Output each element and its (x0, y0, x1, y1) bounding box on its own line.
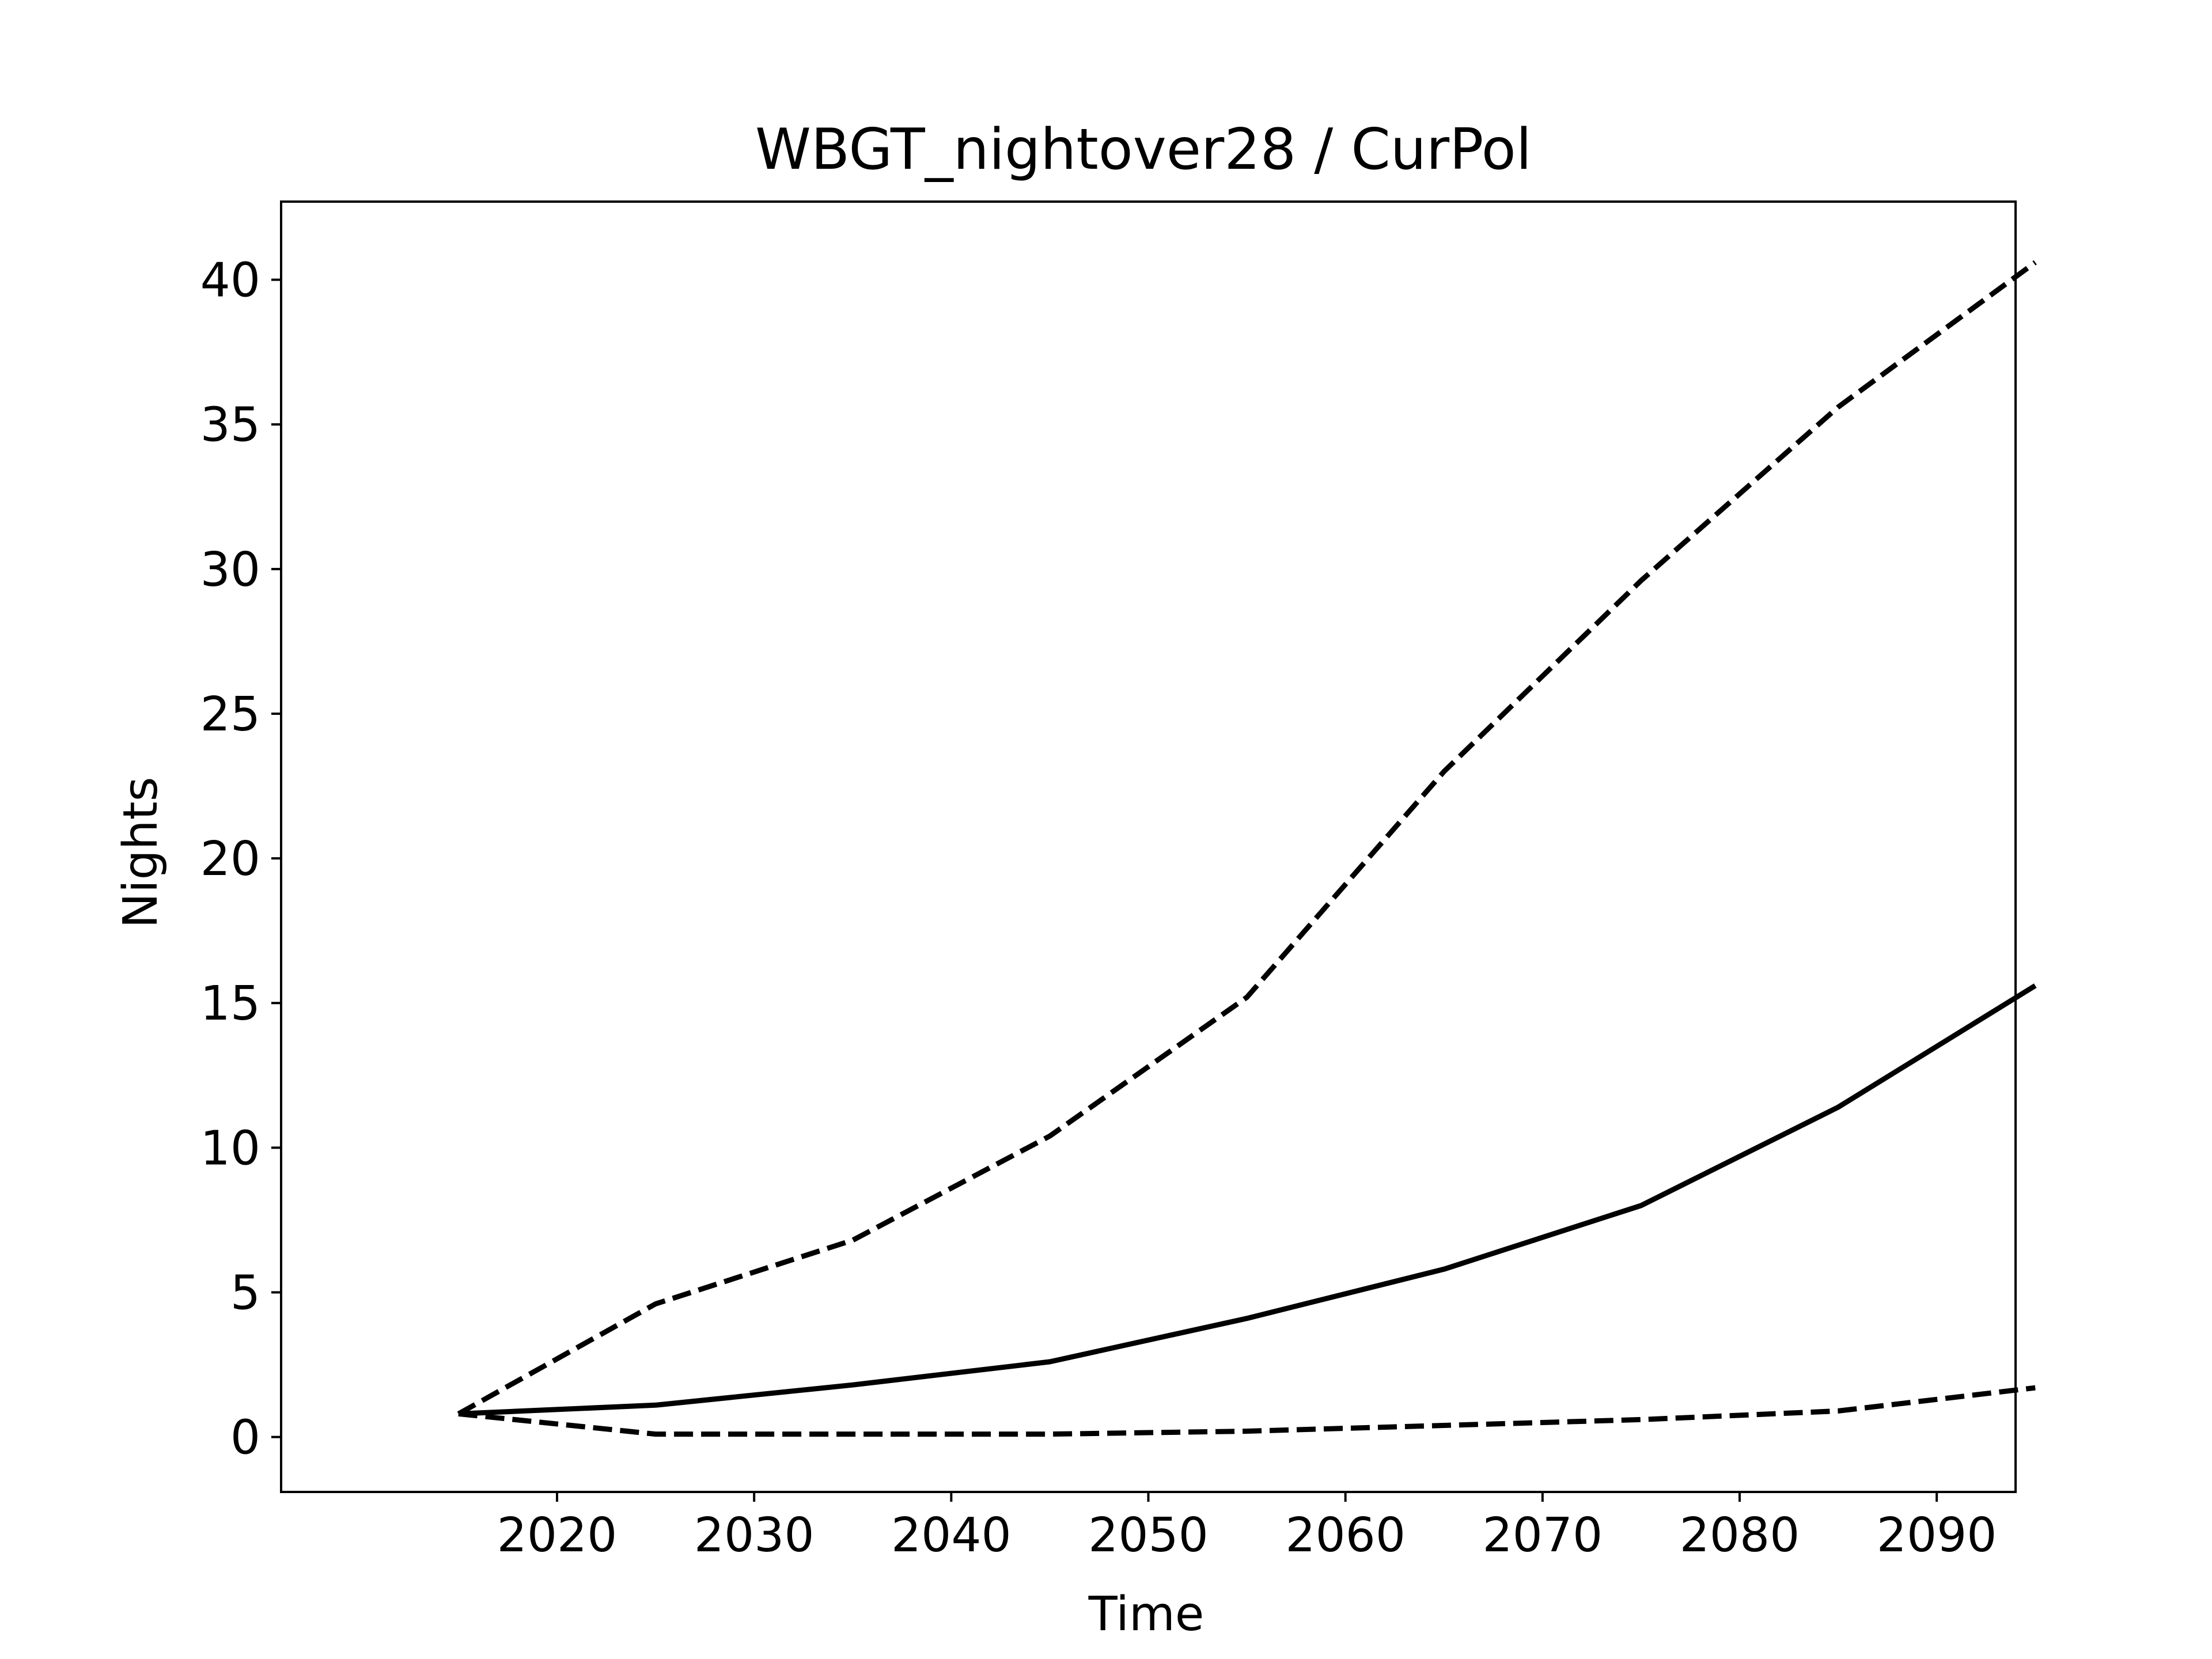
x-tick-label: 2090 (1877, 1508, 1997, 1563)
x-tick-label: 2040 (891, 1508, 1012, 1563)
x-tick-label: 2070 (1482, 1508, 1603, 1563)
chart-title: WBGT_nightover28 / CurPol (755, 117, 1532, 183)
x-tick-label: 2060 (1285, 1508, 1406, 1563)
x-tick-label: 2030 (694, 1508, 815, 1563)
y-tick-label: 10 (200, 1121, 260, 1176)
x-tick-label: 2080 (1680, 1508, 1800, 1563)
x-tick-label: 2050 (1088, 1508, 1209, 1563)
y-axis-title: Nights (113, 777, 168, 928)
lower-bound-line (458, 1385, 2036, 1437)
y-tick-label: 40 (200, 253, 260, 308)
x-axis: 2020 2030 2040 2050 2060 2070 2080 2090 (497, 1492, 1997, 1563)
x-tick-label: 2020 (497, 1508, 618, 1563)
y-tick-label: 35 (200, 398, 260, 453)
x-axis-title: Time (1088, 1587, 1205, 1642)
y-axis: 0 5 10 15 20 25 30 35 40 (200, 253, 281, 1465)
y-tick-label: 20 (200, 832, 260, 887)
y-tick-label: 30 (200, 543, 260, 597)
y-tick-label: 0 (230, 1411, 260, 1465)
plot-frame (280, 200, 2017, 1493)
plot-area (281, 202, 2016, 1492)
y-tick-label: 5 (230, 1266, 260, 1320)
median-line (458, 983, 2037, 1416)
y-tick-label: 25 (200, 687, 260, 742)
upper-bound-line (457, 260, 2037, 1416)
series-layer (457, 260, 2037, 1437)
plot-background (281, 202, 2016, 1492)
y-tick-label: 15 (200, 976, 260, 1031)
